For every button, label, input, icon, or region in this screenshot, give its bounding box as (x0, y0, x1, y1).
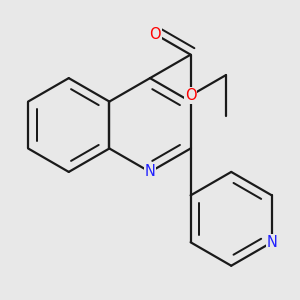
Text: O: O (149, 27, 161, 42)
Text: N: N (145, 164, 155, 179)
Text: O: O (185, 88, 197, 103)
Text: N: N (266, 235, 277, 250)
